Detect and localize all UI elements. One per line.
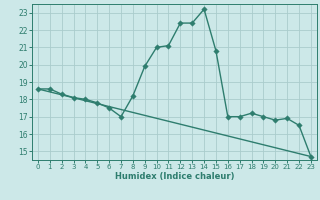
X-axis label: Humidex (Indice chaleur): Humidex (Indice chaleur) bbox=[115, 172, 234, 181]
